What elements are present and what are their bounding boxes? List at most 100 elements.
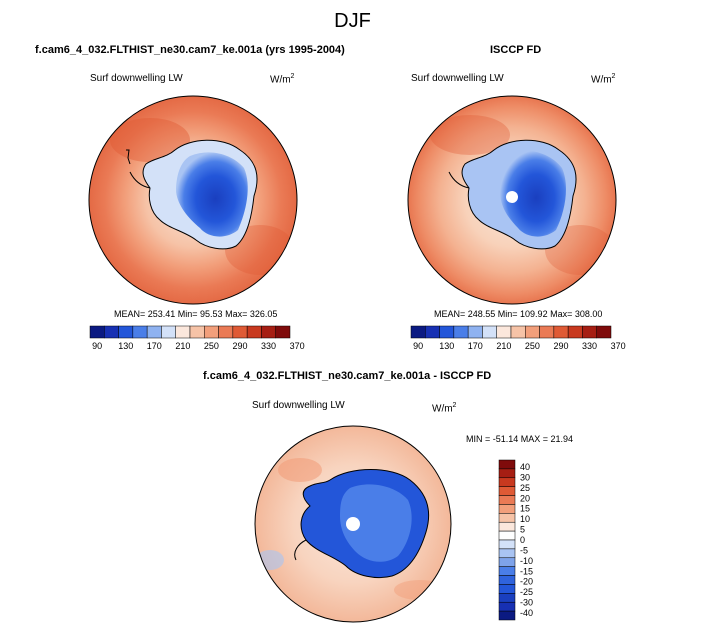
- isccp-colorbar-tick-label: 290: [553, 341, 568, 351]
- model-colorbar: 90 130 170 210 250 290 330 370: [89, 325, 305, 351]
- difference-colorbar-tick-label: -10: [520, 556, 533, 566]
- isccp-colorbar-swatch: [525, 325, 540, 339]
- difference-colorbar-swatch: [498, 584, 516, 594]
- difference-colorbar-swatch: [498, 521, 516, 532]
- difference-colorbar-tick-label: 10: [520, 514, 530, 524]
- isccp-colorbar-tick-label: 90: [413, 341, 423, 351]
- model-colorbar-tick-label: 90: [92, 341, 102, 351]
- model-colorbar-swatch: [218, 325, 234, 339]
- model-colorbar-swatch: [146, 325, 162, 339]
- difference-colorbar-swatch: [498, 468, 516, 479]
- difference-colorbar-swatch: [498, 566, 516, 576]
- difference-colorbar-tick-label: 20: [520, 493, 530, 503]
- model-colorbar-swatch: [261, 325, 276, 339]
- isccp-colorbar-swatch: [582, 325, 597, 339]
- isccp-colorbar-swatch: [482, 325, 497, 339]
- model-stats: MEAN= 253.41 Min= 95.53 Max= 326.05: [114, 309, 278, 319]
- antarctica-model: [126, 139, 258, 250]
- isccp-colorbar: 90 130 170 210 250 290 330 370: [410, 325, 626, 351]
- difference-colorbar-tick-label: 5: [520, 525, 525, 535]
- model-panel-title: f.cam6_4_032.FLTHIST_ne30.cam7_ke.001a (…: [35, 44, 345, 56]
- model-polar-map: [88, 95, 298, 305]
- model-colorbar-swatch: [189, 325, 205, 339]
- difference-panel-title: f.cam6_4_032.FLTHIST_ne30.cam7_ke.001a -…: [203, 370, 492, 382]
- isccp-variable-label: Surf downwelling LW: [411, 73, 504, 84]
- isccp-colorbar-tick-label: 330: [582, 341, 597, 351]
- model-colorbar-swatch: [275, 325, 291, 339]
- model-colorbar-swatch: [204, 325, 219, 339]
- difference-colorbar-tick-label: -30: [520, 598, 533, 608]
- difference-colorbar-tick-label: -25: [520, 587, 533, 597]
- difference-colorbar-swatch: [498, 557, 516, 567]
- difference-colorbar-tick-label: 30: [520, 472, 530, 482]
- difference-colorbar-tick-label: 15: [520, 504, 530, 514]
- isccp-stats: MEAN= 248.55 Min= 109.92 Max= 308.00: [434, 309, 603, 319]
- difference-colorbar-swatch: [498, 504, 516, 514]
- isccp-colorbar-swatch: [596, 325, 612, 339]
- pole-hole-marker: [506, 191, 518, 203]
- isccp-colorbar-swatch: [510, 325, 526, 339]
- difference-colorbar-tick-label: 40: [520, 462, 530, 472]
- isccp-colorbar-tick-label: 210: [496, 341, 511, 351]
- difference-colorbar-swatch: [498, 575, 516, 585]
- difference-colorbar-swatch: [498, 593, 516, 603]
- isccp-colorbar-tick-label: 130: [439, 341, 454, 351]
- isccp-colorbar-swatch: [553, 325, 569, 339]
- difference-colorbar-swatch: [498, 495, 516, 505]
- isccp-panel-title: ISCCP FD: [490, 44, 542, 56]
- isccp-colorbar-tick-label: 250: [525, 341, 540, 351]
- isccp-colorbar-swatch: [539, 325, 555, 339]
- isccp-colorbar-swatch: [439, 325, 455, 339]
- difference-colorbar-swatch: [498, 601, 516, 612]
- isccp-colorbar-tick-label: 370: [611, 341, 626, 351]
- model-colorbar-swatch: [104, 325, 119, 339]
- difference-colorbar-swatch: [498, 548, 516, 559]
- difference-colorbar-tick-label: -15: [520, 566, 533, 576]
- model-colorbar-tick-label: 290: [232, 341, 247, 351]
- difference-colorbar-swatch: [498, 610, 516, 621]
- difference-polar-map: [254, 425, 452, 623]
- model-colorbar-tick-label: 250: [204, 341, 219, 351]
- difference-colorbar-swatch: [498, 530, 516, 541]
- antarctica-isccp: [448, 139, 577, 250]
- model-colorbar-tick-label: 330: [261, 341, 276, 351]
- difference-colorbar-swatch: [498, 513, 516, 523]
- isccp-colorbar-swatch: [467, 325, 483, 339]
- isccp-colorbar-swatch: [410, 325, 426, 339]
- isccp-colorbar-swatch: [425, 325, 440, 339]
- difference-colorbar-swatch: [498, 539, 516, 550]
- difference-variable-label: Surf downwelling LW: [252, 400, 345, 411]
- isccp-colorbar-tick-label: 170: [468, 341, 483, 351]
- model-colorbar-tick-label: 210: [175, 341, 190, 351]
- model-colorbar-swatch: [89, 325, 105, 339]
- isccp-colorbar-swatch: [496, 325, 512, 339]
- model-colorbar-swatch: [118, 325, 134, 339]
- model-colorbar-tick-label: 130: [118, 341, 133, 351]
- difference-units: W/m2: [432, 402, 457, 415]
- antarctica-difference: [294, 469, 430, 579]
- model-colorbar-swatch: [175, 325, 191, 339]
- model-colorbar-swatch: [246, 325, 262, 339]
- model-variable-label: Surf downwelling LW: [90, 73, 183, 84]
- isccp-units: W/m2: [591, 73, 616, 86]
- difference-colorbar-tick-label: -5: [520, 545, 528, 555]
- isccp-polar-map: [407, 95, 617, 305]
- difference-colorbar-tick-label: -40: [520, 608, 533, 618]
- model-colorbar-tick-label: 370: [290, 341, 305, 351]
- difference-colorbar-tick-label: 0: [520, 535, 525, 545]
- difference-stats: MIN = -51.14 MAX = 21.94: [466, 434, 574, 444]
- difference-colorbar-tick-label: 25: [520, 483, 530, 493]
- pole-hole-marker-diff: [346, 517, 360, 531]
- difference-colorbar-tick-label: -20: [520, 577, 533, 587]
- season-title: DJF: [334, 10, 371, 32]
- difference-colorbar-swatch: [498, 459, 516, 470]
- model-colorbar-swatch: [132, 325, 148, 339]
- isccp-colorbar-swatch: [567, 325, 583, 339]
- isccp-colorbar-swatch: [453, 325, 469, 339]
- model-colorbar-tick-label: 170: [147, 341, 162, 351]
- model-colorbar-swatch: [232, 325, 248, 339]
- difference-colorbar-swatch: [498, 486, 516, 496]
- model-colorbar-swatch: [161, 325, 176, 339]
